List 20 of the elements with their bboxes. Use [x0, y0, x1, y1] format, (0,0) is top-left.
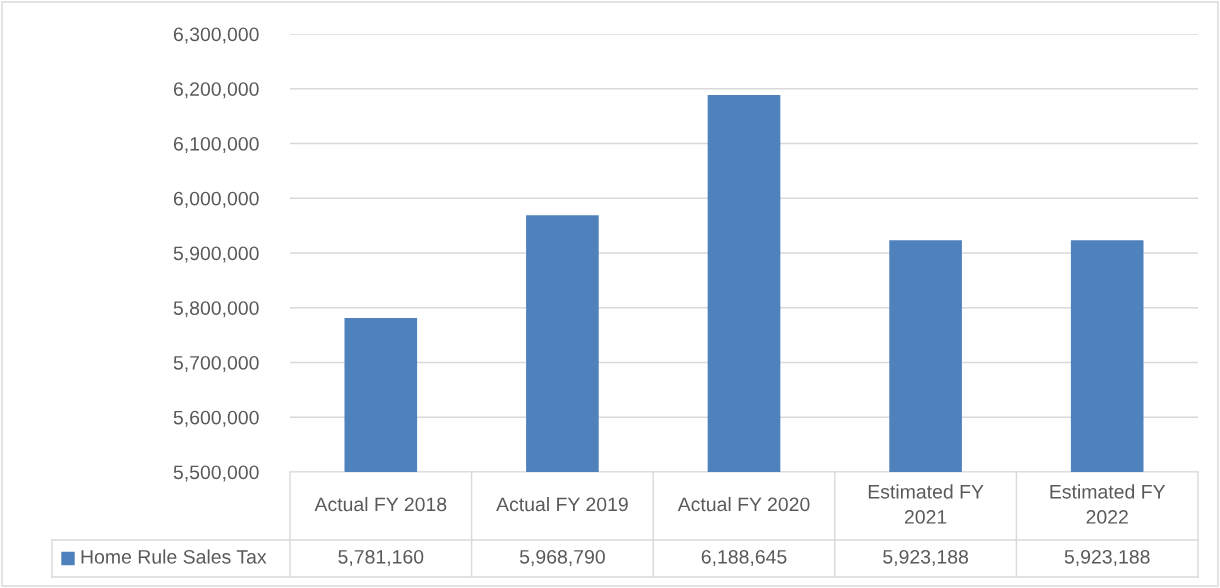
y-tick-label: 5,700,000 — [173, 355, 259, 373]
y-tick-label: 6,300,000 — [173, 27, 259, 44]
y-tick-label: 5,600,000 — [173, 410, 259, 427]
y-tick-label: 6,000,000 — [173, 191, 259, 208]
y-tick-label: 6,100,000 — [173, 136, 259, 154]
data-label: 5,968,790 — [519, 549, 605, 567]
x-tick-label: Actual FY 2019 — [496, 496, 628, 512]
x-tick-label: Actual FY 2018 — [314, 496, 447, 512]
x-tick-label: Actual FY 2020 — [677, 496, 810, 512]
y-tick-label: 6,200,000 — [173, 82, 259, 99]
data-label: 5,923,188 — [1064, 549, 1150, 567]
data-label: 6,188,645 — [701, 549, 787, 567]
y-tick-label: 5,500,000 — [173, 465, 259, 482]
y-tick-label: 5,900,000 — [173, 246, 259, 263]
data-label: 5,923,188 — [883, 549, 969, 567]
x-tick-label: Estimated FY 2022 — [1050, 484, 1166, 524]
y-tick-label: 5,800,000 — [173, 301, 259, 318]
x-tick-label: Estimated FY 2021 — [868, 484, 984, 524]
legend-label: Home Rule Sales Tax — [81, 549, 267, 564]
data-label: 5,781,160 — [338, 549, 424, 567]
